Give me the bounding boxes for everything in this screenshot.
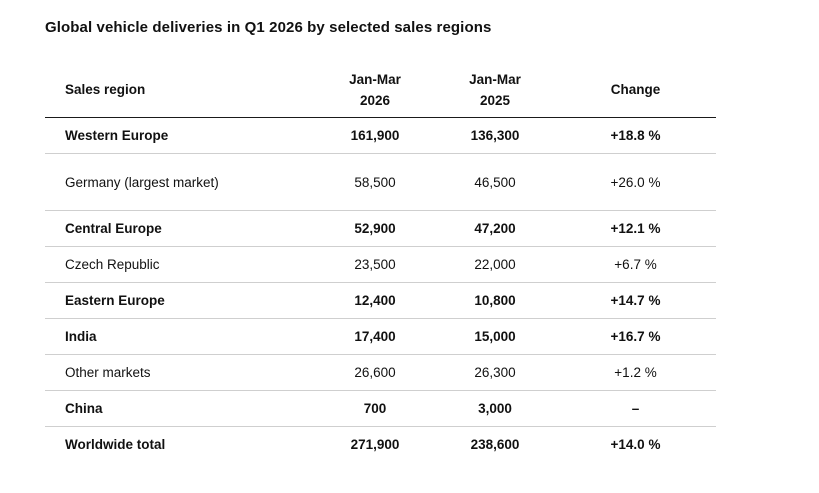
cell-2026: 52,900: [315, 210, 435, 247]
cell-change: +14.7 %: [555, 282, 716, 319]
cell-change: –: [555, 390, 716, 427]
cell-region: China: [45, 390, 315, 427]
cell-2026: 271,900: [315, 426, 435, 461]
table-row-germany: Germany (largest market) 58,500 46,500 +…: [45, 153, 716, 211]
cell-2025: 136,300: [435, 117, 555, 154]
cell-region: Central Europe: [45, 210, 315, 247]
header-jan-mar-2025-line2: 2025: [479, 92, 511, 108]
cell-2026: 26,600: [315, 354, 435, 391]
cell-2025: 3,000: [435, 390, 555, 427]
cell-region: Worldwide total: [45, 426, 315, 461]
cell-change: +16.7 %: [555, 318, 716, 355]
header-change: Change: [555, 62, 716, 118]
cell-2026: 12,400: [315, 282, 435, 319]
cell-2026: 161,900: [315, 117, 435, 154]
cell-region: Other markets: [45, 354, 315, 391]
table-row-eastern-europe: Eastern Europe 12,400 10,800 +14.7 %: [45, 282, 716, 319]
cell-change: +26.0 %: [555, 153, 716, 211]
header-jan-mar-2026-line1: Jan-Mar: [349, 71, 401, 87]
deliveries-table: Sales region Jan-Mar 2026 Jan-Mar 2025 C…: [45, 62, 716, 461]
table-row-czech-republic: Czech Republic 23,500 22,000 +6.7 %: [45, 246, 716, 283]
cell-region: Western Europe: [45, 117, 315, 154]
cell-region: Germany (largest market): [45, 153, 315, 211]
cell-2025: 238,600: [435, 426, 555, 461]
cell-2026: 58,500: [315, 153, 435, 211]
cell-2025: 15,000: [435, 318, 555, 355]
cell-2025: 47,200: [435, 210, 555, 247]
cell-change: +18.8 %: [555, 117, 716, 154]
table-row-india: India 17,400 15,000 +16.7 %: [45, 318, 716, 355]
cell-2025: 10,800: [435, 282, 555, 319]
cell-2025: 26,300: [435, 354, 555, 391]
page-title: Global vehicle deliveries in Q1 2026 by …: [45, 19, 492, 36]
cell-2026: 17,400: [315, 318, 435, 355]
table-row-western-europe: Western Europe 161,900 136,300 +18.8 %: [45, 117, 716, 154]
table-row-china: China 700 3,000 –: [45, 390, 716, 427]
cell-change: +6.7 %: [555, 246, 716, 283]
cell-region: India: [45, 318, 315, 355]
cell-change: +1.2 %: [555, 354, 716, 391]
cell-change: +12.1 %: [555, 210, 716, 247]
header-jan-mar-2026: Jan-Mar 2026: [315, 62, 435, 118]
header-jan-mar-2026-line2: 2026: [359, 92, 391, 108]
header-jan-mar-2025-line1: Jan-Mar: [469, 71, 521, 87]
table-row-other-markets: Other markets 26,600 26,300 +1.2 %: [45, 354, 716, 391]
cell-2025: 46,500: [435, 153, 555, 211]
table-header-row: Sales region Jan-Mar 2026 Jan-Mar 2025 C…: [45, 62, 716, 118]
cell-2025: 22,000: [435, 246, 555, 283]
header-jan-mar-2025: Jan-Mar 2025: [435, 62, 555, 118]
cell-change: +14.0 %: [555, 426, 716, 461]
cell-region: Eastern Europe: [45, 282, 315, 319]
table-row-worldwide-total: Worldwide total 271,900 238,600 +14.0 %: [45, 426, 716, 461]
cell-2026: 700: [315, 390, 435, 427]
cell-2026: 23,500: [315, 246, 435, 283]
table-row-central-europe: Central Europe 52,900 47,200 +12.1 %: [45, 210, 716, 247]
header-sales-region: Sales region: [45, 62, 315, 118]
cell-region: Czech Republic: [45, 246, 315, 283]
